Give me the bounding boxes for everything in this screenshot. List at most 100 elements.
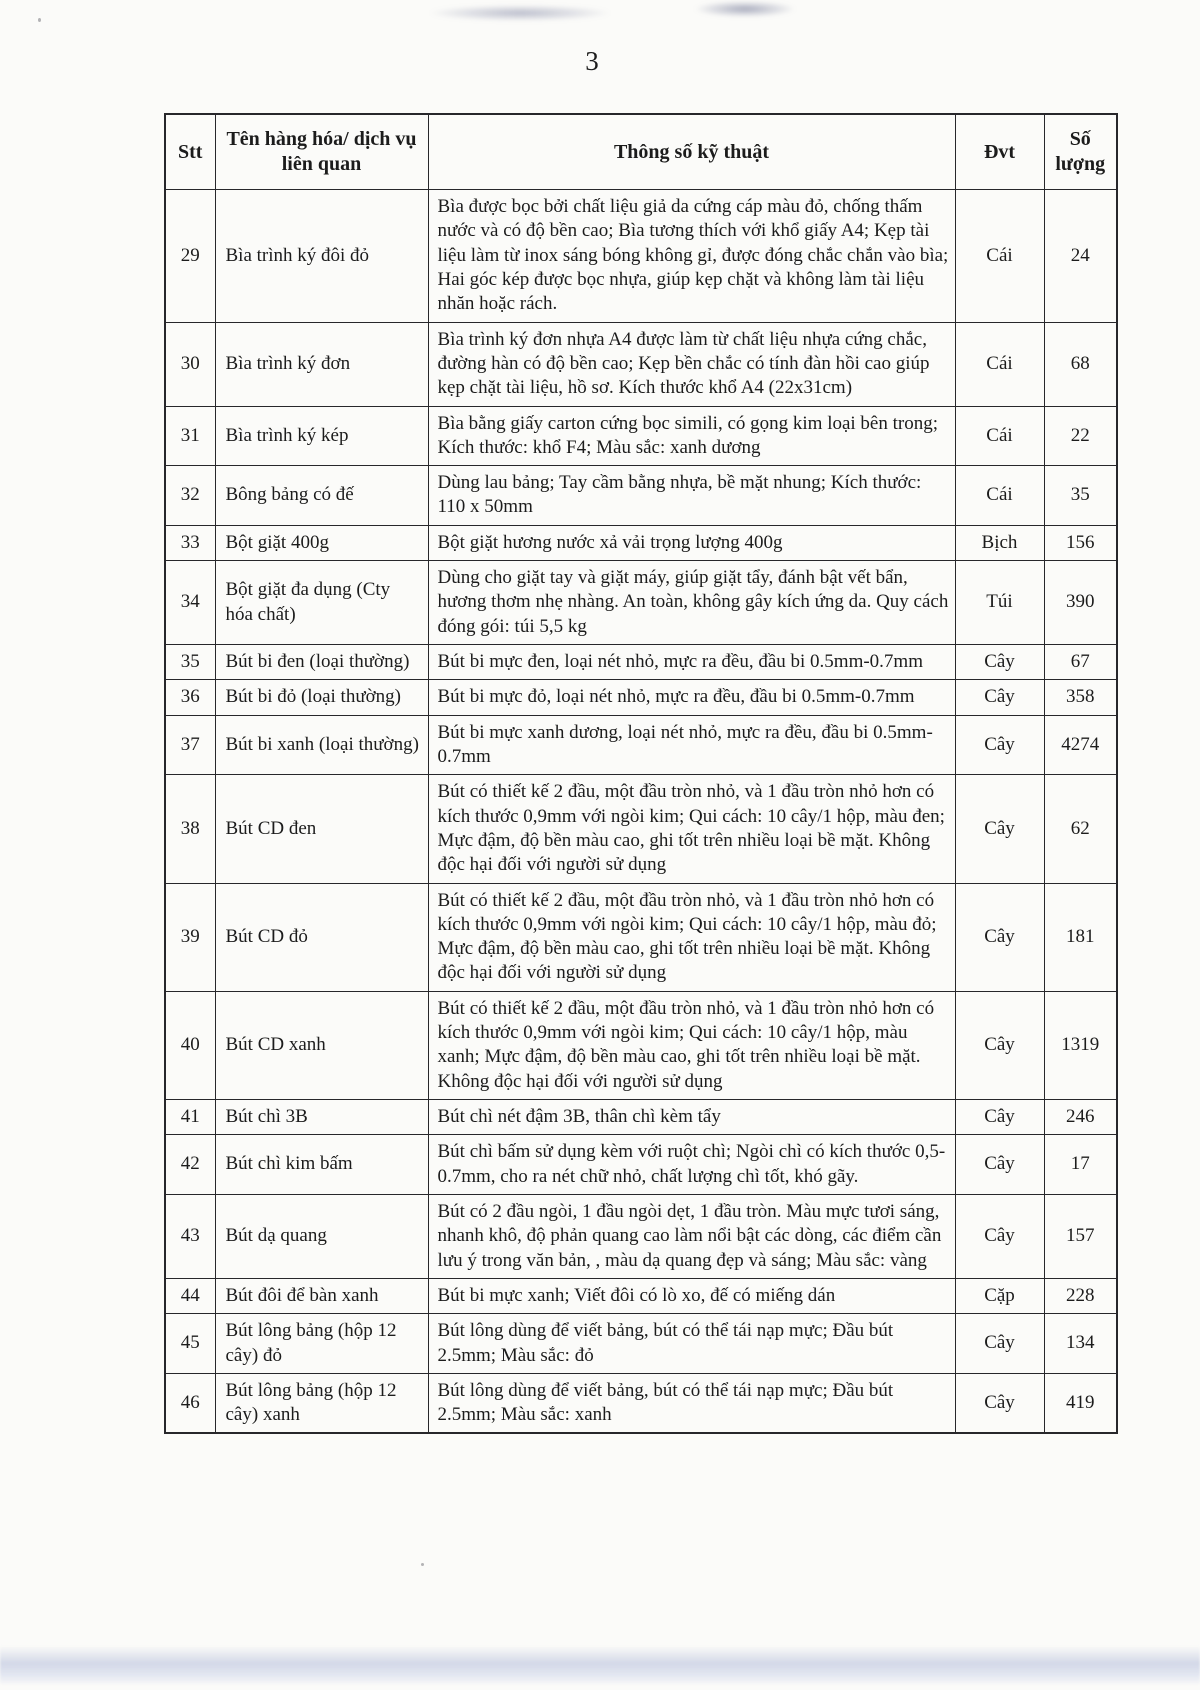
cell-quantity: 157 bbox=[1043, 1193, 1118, 1279]
header-unit: Đvt bbox=[954, 113, 1045, 190]
cell-stt: 39 bbox=[164, 882, 216, 992]
cell-unit: Cây bbox=[954, 643, 1045, 681]
table-row: 45 Bút lông bảng (hộp 12 cây) đỏ Bút lôn… bbox=[164, 1313, 1118, 1374]
cell-stt: 45 bbox=[164, 1313, 216, 1374]
scan-speck-artifact bbox=[38, 18, 41, 22]
cell-unit: Cây bbox=[954, 882, 1045, 992]
cell-item-name: Bìa trình ký đơn bbox=[214, 321, 429, 407]
cell-quantity: 24 bbox=[1043, 189, 1118, 323]
table-row: 44 Bút đôi để bàn xanh Bút bi mực xanh; … bbox=[164, 1277, 1118, 1315]
cell-item-name: Bút lông bảng (hộp 12 cây) xanh bbox=[214, 1372, 429, 1434]
cell-unit: Cây bbox=[954, 990, 1045, 1101]
cell-item-name: Bút CD xanh bbox=[214, 990, 429, 1101]
cell-stt: 44 bbox=[164, 1277, 216, 1315]
cell-item-name: Bút đôi để bàn xanh bbox=[214, 1277, 429, 1315]
cell-stt: 31 bbox=[164, 405, 216, 467]
table-row: 30 Bìa trình ký đơn Bìa trình ký đơn nhự… bbox=[164, 321, 1118, 407]
cell-quantity: 390 bbox=[1043, 560, 1118, 645]
cell-specs: Bút bi mực xanh; Viết đôi có lò xo, đế c… bbox=[427, 1277, 956, 1315]
table-row: 34 Bột giặt đa dụng (Cty hóa chất) Dùng … bbox=[164, 560, 1118, 645]
scan-smudge-artifact bbox=[430, 5, 610, 21]
cell-specs: Bút bi mực đỏ, loại nét nhỏ, mực ra đều,… bbox=[427, 679, 956, 716]
cell-item-name: Bông bảng có đế bbox=[214, 465, 429, 526]
page-number: 3 bbox=[585, 46, 599, 76]
cell-specs: Bìa bằng giấy carton cứng bọc simili, có… bbox=[427, 405, 956, 467]
cell-specs: Dùng cho giặt tay và giặt máy, giúp giặt… bbox=[427, 560, 956, 645]
cell-stt: 40 bbox=[164, 990, 216, 1101]
cell-stt: 43 bbox=[164, 1193, 216, 1279]
scan-edge-band bbox=[0, 1646, 1200, 1684]
cell-item-name: Bột giặt đa dụng (Cty hóa chất) bbox=[214, 560, 429, 645]
table-row: 32 Bông bảng có đế Dùng lau bảng; Tay cầ… bbox=[164, 465, 1118, 526]
scan-speck-artifact bbox=[421, 1563, 424, 1566]
cell-item-name: Bút CD đen bbox=[214, 774, 429, 884]
cell-quantity: 228 bbox=[1043, 1277, 1118, 1315]
cell-unit: Cây bbox=[954, 1134, 1045, 1195]
cell-stt: 34 bbox=[164, 560, 216, 645]
cell-quantity: 62 bbox=[1043, 774, 1118, 884]
cell-specs: Bút có 2 đầu ngòi, 1 đầu ngòi dẹt, 1 đầu… bbox=[427, 1193, 956, 1279]
cell-item-name: Bút bi đỏ (loại thường) bbox=[214, 679, 429, 716]
cell-quantity: 134 bbox=[1043, 1313, 1118, 1374]
cell-unit: Cái bbox=[954, 405, 1045, 467]
cell-unit: Cây bbox=[954, 679, 1045, 716]
header-stt: Stt bbox=[164, 113, 216, 190]
cell-item-name: Bút bi xanh (loại thường) bbox=[214, 714, 429, 776]
cell-quantity: 246 bbox=[1043, 1098, 1118, 1136]
table-row: 33 Bột giặt 400g Bột giặt hương nước xả … bbox=[164, 524, 1118, 562]
cell-item-name: Bút chì kim bấm bbox=[214, 1134, 429, 1195]
cell-unit: Túi bbox=[954, 560, 1045, 645]
table-row: 36 Bút bi đỏ (loại thường) Bút bi mực đỏ… bbox=[164, 679, 1118, 716]
table-header-row: Stt Tên hàng hóa/ dịch vụ liên quan Thôn… bbox=[164, 113, 1118, 190]
cell-unit: Cặp bbox=[954, 1277, 1045, 1315]
cell-unit: Cây bbox=[954, 1193, 1045, 1279]
header-item-name: Tên hàng hóa/ dịch vụ liên quan bbox=[214, 113, 429, 190]
cell-unit: Cái bbox=[954, 465, 1045, 526]
cell-specs: Dùng lau bảng; Tay cầm bằng nhựa, bề mặt… bbox=[427, 465, 956, 526]
cell-unit: Cây bbox=[954, 714, 1045, 776]
table-row: 39 Bút CD đỏ Bút có thiết kế 2 đầu, một … bbox=[164, 882, 1118, 992]
table-row: 31 Bìa trình ký kép Bìa bằng giấy carton… bbox=[164, 405, 1118, 467]
header-specs: Thông số kỹ thuật bbox=[427, 113, 956, 190]
cell-stt: 37 bbox=[164, 714, 216, 776]
cell-specs: Bút bi mực đen, loại nét nhỏ, mực ra đều… bbox=[427, 643, 956, 681]
cell-stt: 38 bbox=[164, 774, 216, 884]
cell-specs: Bút lông dùng để viết bảng, bút có thể t… bbox=[427, 1313, 956, 1374]
cell-unit: Cái bbox=[954, 189, 1045, 323]
cell-item-name: Bút lông bảng (hộp 12 cây) đỏ bbox=[214, 1313, 429, 1374]
cell-quantity: 35 bbox=[1043, 465, 1118, 526]
table-row: 35 Bút bi đen (loại thường) Bút bi mực đ… bbox=[164, 643, 1118, 681]
cell-specs: Bút có thiết kế 2 đầu, một đầu tròn nhỏ,… bbox=[427, 990, 956, 1101]
cell-specs: Bút chì nét đậm 3B, thân chì kèm tẩy bbox=[427, 1098, 956, 1136]
cell-stt: 46 bbox=[164, 1372, 216, 1434]
cell-item-name: Bút chì 3B bbox=[214, 1098, 429, 1136]
cell-unit: Cái bbox=[954, 321, 1045, 407]
cell-item-name: Bột giặt 400g bbox=[214, 524, 429, 562]
table-row: 42 Bút chì kim bấm Bút chì bấm sử dụng k… bbox=[164, 1134, 1118, 1195]
supplies-table: Stt Tên hàng hóa/ dịch vụ liên quan Thôn… bbox=[164, 113, 1118, 1435]
cell-specs: Bút có thiết kế 2 đầu, một đầu tròn nhỏ,… bbox=[427, 882, 956, 992]
cell-unit: Cây bbox=[954, 774, 1045, 884]
cell-stt: 29 bbox=[164, 189, 216, 323]
cell-specs: Bút có thiết kế 2 đầu, một đầu tròn nhỏ,… bbox=[427, 774, 956, 884]
table-row: 38 Bút CD đen Bút có thiết kế 2 đầu, một… bbox=[164, 774, 1118, 884]
cell-item-name: Bút bi đen (loại thường) bbox=[214, 643, 429, 681]
table-row: 41 Bút chì 3B Bút chì nét đậm 3B, thân c… bbox=[164, 1098, 1118, 1136]
cell-unit: Bịch bbox=[954, 524, 1045, 562]
cell-specs: Bút bi mực xanh dương, loại nét nhỏ, mực… bbox=[427, 714, 956, 776]
table-row: 43 Bút dạ quang Bút có 2 đầu ngòi, 1 đầu… bbox=[164, 1193, 1118, 1279]
cell-item-name: Bìa trình ký đôi đỏ bbox=[214, 189, 429, 323]
scan-smudge-artifact bbox=[695, 1, 795, 17]
cell-stt: 32 bbox=[164, 465, 216, 526]
cell-stt: 41 bbox=[164, 1098, 216, 1136]
cell-quantity: 1319 bbox=[1043, 990, 1118, 1101]
cell-specs: Bột giặt hương nước xả vải trọng lượng 4… bbox=[427, 524, 956, 562]
cell-quantity: 181 bbox=[1043, 882, 1118, 992]
cell-unit: Cây bbox=[954, 1372, 1045, 1434]
cell-stt: 30 bbox=[164, 321, 216, 407]
cell-stt: 42 bbox=[164, 1134, 216, 1195]
cell-quantity: 419 bbox=[1043, 1372, 1118, 1434]
cell-specs: Bút chì bấm sử dụng kèm với ruột chì; Ng… bbox=[427, 1134, 956, 1195]
cell-stt: 36 bbox=[164, 679, 216, 716]
